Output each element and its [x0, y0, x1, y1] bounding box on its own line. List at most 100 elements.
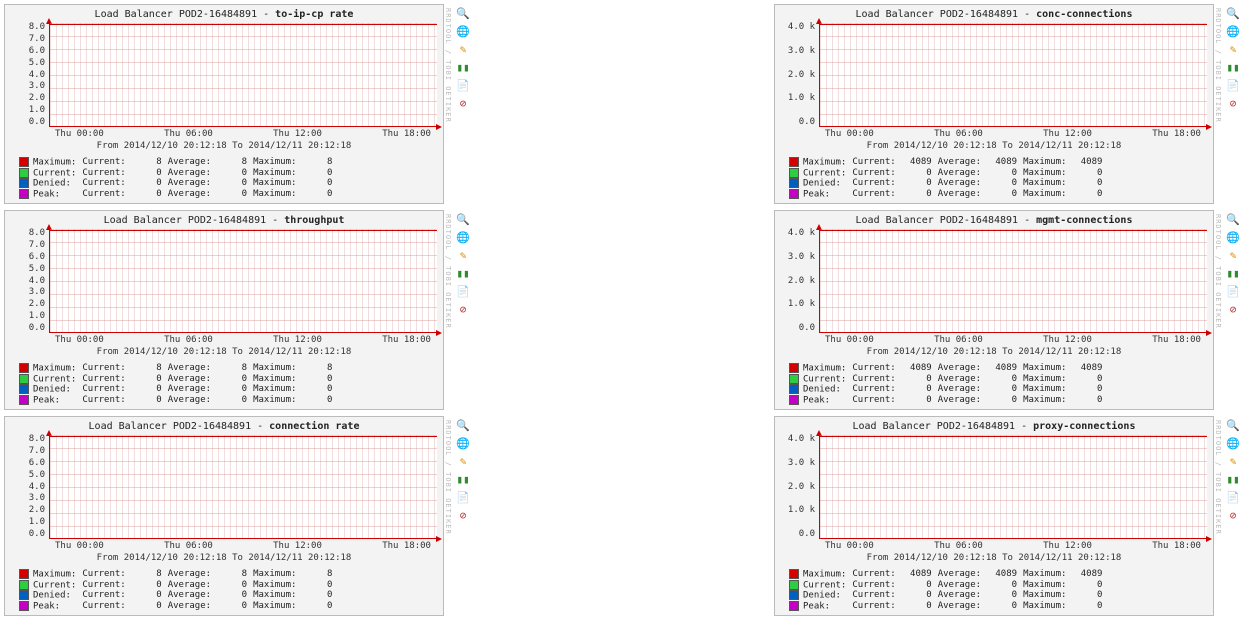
bars-icon[interactable]: ▮▮	[1226, 266, 1240, 280]
globe-icon[interactable]: 🌐	[456, 24, 470, 38]
chart-plot	[49, 435, 437, 539]
legend-col-label: Maximum:	[1023, 395, 1072, 406]
legend-series-name: Maximum:	[789, 157, 852, 168]
note-icon[interactable]: 📄	[1226, 284, 1240, 298]
legend-swatch	[789, 157, 799, 167]
x-tick-label: Thu 00:00	[55, 541, 104, 551]
y-tick-label: 2.0 k	[788, 483, 815, 492]
y-tick-label: 3.0	[29, 82, 45, 91]
legend-value: 0	[1072, 189, 1108, 200]
legend-value: 0	[987, 590, 1023, 601]
legend-value: 0	[302, 189, 338, 200]
legend-series-name: Current:	[19, 374, 82, 385]
bars-icon[interactable]: ▮▮	[1226, 60, 1240, 74]
legend-value: 0	[902, 178, 938, 189]
legend-row: Current:Current:0Average:0Maximum:0	[789, 580, 1108, 591]
y-tick-label: 7.0	[29, 447, 45, 456]
note-icon[interactable]: 📄	[456, 78, 470, 92]
wand-icon[interactable]: ✎	[1226, 42, 1240, 56]
zoom-icon[interactable]: 🔍	[456, 212, 470, 226]
legend-value: 0	[132, 374, 168, 385]
chart-gridlines	[50, 229, 437, 332]
y-tick-label: 1.0	[29, 106, 45, 115]
chart-caption: From 2014/12/10 20:12:18 To 2014/12/11 2…	[5, 551, 443, 567]
legend-value: 0	[902, 189, 938, 200]
wand-icon[interactable]: ✎	[1226, 454, 1240, 468]
legend-value: 0	[302, 395, 338, 406]
legend-col-label: Maximum:	[253, 569, 302, 580]
stop-icon[interactable]: ⊘	[456, 96, 470, 110]
legend-col-label: Maximum:	[253, 189, 302, 200]
legend-swatch	[19, 569, 29, 579]
legend-series-name: Maximum:	[789, 569, 852, 580]
y-tick-label: 0.0	[799, 530, 815, 539]
legend-col-label: Average:	[168, 384, 217, 395]
legend-value: 0	[987, 189, 1023, 200]
legend-col-label: Average:	[938, 590, 987, 601]
stop-icon[interactable]: ⊘	[456, 508, 470, 522]
chart-caption: From 2014/12/10 20:12:18 To 2014/12/11 2…	[5, 345, 443, 361]
globe-icon[interactable]: 🌐	[1226, 436, 1240, 450]
legend-series-name: Peak:	[19, 601, 82, 612]
chart-body: Load Balancer POD2-16484891 - conc-conne…	[774, 4, 1214, 204]
legend-col-label: Average:	[168, 569, 217, 580]
legend-col-label: Average:	[168, 374, 217, 385]
note-icon[interactable]: 📄	[1226, 78, 1240, 92]
wand-icon[interactable]: ✎	[1226, 248, 1240, 262]
legend-value: 0	[132, 384, 168, 395]
dashboard-grid: Load Balancer POD2-16484891 - to-ip-cp r…	[4, 4, 1249, 616]
globe-icon[interactable]: 🌐	[456, 436, 470, 450]
bars-icon[interactable]: ▮▮	[456, 60, 470, 74]
legend-col-label: Maximum:	[1023, 590, 1072, 601]
legend-row: Current:Current:0Average:0Maximum:0	[19, 168, 338, 179]
legend-value: 8	[132, 157, 168, 168]
zoom-icon[interactable]: 🔍	[456, 6, 470, 20]
stop-icon[interactable]: ⊘	[1226, 302, 1240, 316]
globe-icon[interactable]: 🌐	[1226, 24, 1240, 38]
zoom-icon[interactable]: 🔍	[1226, 6, 1240, 20]
globe-icon[interactable]: 🌐	[456, 230, 470, 244]
legend-col-label: Maximum:	[1023, 580, 1072, 591]
note-icon[interactable]: 📄	[1226, 490, 1240, 504]
chart-gridlines	[820, 229, 1207, 332]
stop-icon[interactable]: ⊘	[1226, 508, 1240, 522]
legend-swatch	[19, 157, 29, 167]
zoom-icon[interactable]: 🔍	[1226, 212, 1240, 226]
note-icon[interactable]: 📄	[456, 284, 470, 298]
x-tick-label: Thu 00:00	[55, 335, 104, 345]
legend-series-name: Current:	[789, 580, 852, 591]
stop-icon[interactable]: ⊘	[1226, 96, 1240, 110]
note-icon[interactable]: 📄	[456, 490, 470, 504]
metric-name: mgmt-connections	[1036, 215, 1132, 226]
legend-series-name: Maximum:	[19, 363, 82, 374]
x-tick-label: Thu 00:00	[825, 335, 874, 345]
metric-name: connection rate	[269, 421, 359, 432]
y-axis-labels: 4.0 k3.0 k2.0 k1.0 k0.0	[775, 23, 819, 127]
legend-value: 8	[132, 363, 168, 374]
bars-icon[interactable]: ▮▮	[456, 472, 470, 486]
globe-icon[interactable]: 🌐	[1226, 230, 1240, 244]
zoom-icon[interactable]: 🔍	[1226, 418, 1240, 432]
bars-icon[interactable]: ▮▮	[1226, 472, 1240, 486]
legend-swatch	[789, 168, 799, 178]
chart-gridlines	[50, 435, 437, 538]
x-tick-label: Thu 00:00	[55, 129, 104, 139]
zoom-icon[interactable]: 🔍	[456, 418, 470, 432]
stop-icon[interactable]: ⊘	[456, 302, 470, 316]
legend-table: Maximum:Current:4089Average:4089Maximum:…	[789, 569, 1108, 611]
legend-value: 4089	[987, 569, 1023, 580]
metric-name: throughput	[284, 215, 344, 226]
legend-col-label: Current:	[82, 178, 131, 189]
bars-icon[interactable]: ▮▮	[456, 266, 470, 280]
x-tick-label: Thu 12:00	[273, 129, 322, 139]
legend-col-label: Maximum:	[253, 363, 302, 374]
legend-series-name: Current:	[789, 168, 852, 179]
wand-icon[interactable]: ✎	[456, 248, 470, 262]
legend-col-label: Current:	[82, 590, 131, 601]
wand-icon[interactable]: ✎	[456, 454, 470, 468]
legend-col-label: Maximum:	[1023, 363, 1072, 374]
legend-value: 0	[1072, 601, 1108, 612]
chart-caption: From 2014/12/10 20:12:18 To 2014/12/11 2…	[5, 139, 443, 155]
legend-value: 0	[302, 168, 338, 179]
wand-icon[interactable]: ✎	[456, 42, 470, 56]
